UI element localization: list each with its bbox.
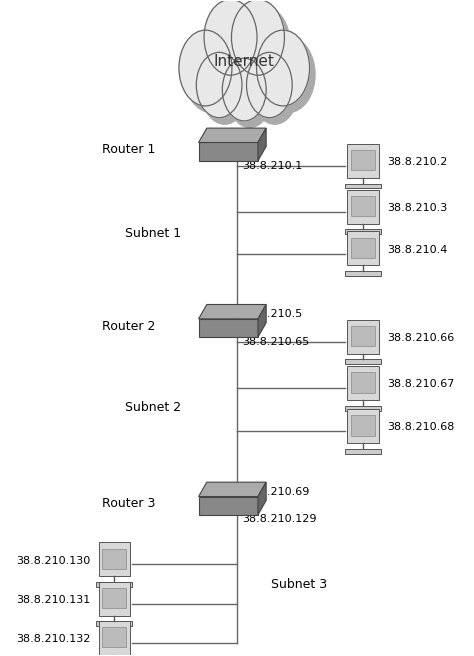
- Text: Subnet 3: Subnet 3: [271, 577, 327, 590]
- FancyBboxPatch shape: [99, 621, 129, 655]
- Circle shape: [262, 37, 315, 112]
- Polygon shape: [258, 128, 266, 161]
- FancyBboxPatch shape: [351, 150, 374, 171]
- FancyBboxPatch shape: [102, 627, 126, 647]
- FancyBboxPatch shape: [347, 190, 379, 224]
- Polygon shape: [199, 304, 266, 319]
- FancyBboxPatch shape: [351, 372, 374, 392]
- Circle shape: [210, 6, 263, 82]
- Circle shape: [196, 52, 242, 117]
- FancyBboxPatch shape: [199, 319, 258, 337]
- Text: Router 1: Router 1: [102, 143, 155, 156]
- FancyBboxPatch shape: [347, 144, 379, 178]
- Circle shape: [204, 0, 257, 75]
- FancyBboxPatch shape: [347, 319, 379, 354]
- Text: Router 2: Router 2: [102, 319, 155, 333]
- Circle shape: [202, 59, 247, 124]
- Circle shape: [256, 30, 310, 106]
- Text: 38.8.210.129: 38.8.210.129: [242, 514, 317, 524]
- Polygon shape: [199, 128, 266, 142]
- FancyBboxPatch shape: [102, 588, 126, 608]
- Circle shape: [252, 59, 298, 124]
- Text: 38.8.210.68: 38.8.210.68: [387, 422, 454, 432]
- Text: 38.8.210.131: 38.8.210.131: [16, 595, 91, 605]
- Text: 38.8.210.65: 38.8.210.65: [242, 337, 309, 347]
- Circle shape: [231, 0, 284, 75]
- FancyBboxPatch shape: [96, 621, 132, 626]
- FancyBboxPatch shape: [345, 271, 381, 276]
- Polygon shape: [258, 304, 266, 337]
- Text: Router 3: Router 3: [102, 497, 155, 510]
- FancyBboxPatch shape: [351, 237, 374, 258]
- Circle shape: [228, 65, 272, 127]
- FancyBboxPatch shape: [345, 406, 381, 411]
- FancyBboxPatch shape: [351, 326, 374, 346]
- FancyBboxPatch shape: [102, 548, 126, 569]
- Circle shape: [246, 52, 292, 117]
- FancyBboxPatch shape: [199, 497, 258, 515]
- Circle shape: [184, 37, 237, 112]
- FancyBboxPatch shape: [345, 184, 381, 188]
- Text: 38.8.210.2: 38.8.210.2: [387, 157, 447, 167]
- Circle shape: [179, 30, 232, 106]
- Polygon shape: [199, 482, 266, 497]
- Text: 38.8.210.66: 38.8.210.66: [387, 333, 454, 343]
- Circle shape: [222, 58, 266, 121]
- Text: 38.8.210.67: 38.8.210.67: [387, 379, 454, 389]
- FancyBboxPatch shape: [351, 415, 374, 436]
- Text: 38.8.210.130: 38.8.210.130: [16, 556, 91, 565]
- Polygon shape: [258, 482, 266, 515]
- Text: 38.8.210.132: 38.8.210.132: [16, 634, 91, 644]
- FancyBboxPatch shape: [347, 366, 379, 400]
- FancyBboxPatch shape: [351, 195, 374, 216]
- Text: Subnet 1: Subnet 1: [125, 228, 181, 241]
- FancyBboxPatch shape: [345, 449, 381, 454]
- FancyBboxPatch shape: [99, 543, 129, 577]
- FancyBboxPatch shape: [345, 359, 381, 364]
- Text: 38.8.210.4: 38.8.210.4: [387, 245, 447, 255]
- FancyBboxPatch shape: [347, 409, 379, 443]
- FancyBboxPatch shape: [99, 582, 129, 615]
- FancyBboxPatch shape: [345, 230, 381, 234]
- FancyBboxPatch shape: [96, 582, 132, 587]
- Text: 38.8.210.3: 38.8.210.3: [387, 203, 447, 213]
- Circle shape: [237, 6, 290, 82]
- Text: 38.8.210.1: 38.8.210.1: [242, 161, 302, 171]
- Text: 38.8.210.69: 38.8.210.69: [242, 487, 310, 497]
- Text: 38.8.210.5: 38.8.210.5: [242, 309, 302, 319]
- Text: Internet: Internet: [214, 54, 275, 69]
- Text: Subnet 2: Subnet 2: [125, 401, 181, 414]
- FancyBboxPatch shape: [199, 142, 258, 161]
- FancyBboxPatch shape: [347, 232, 379, 266]
